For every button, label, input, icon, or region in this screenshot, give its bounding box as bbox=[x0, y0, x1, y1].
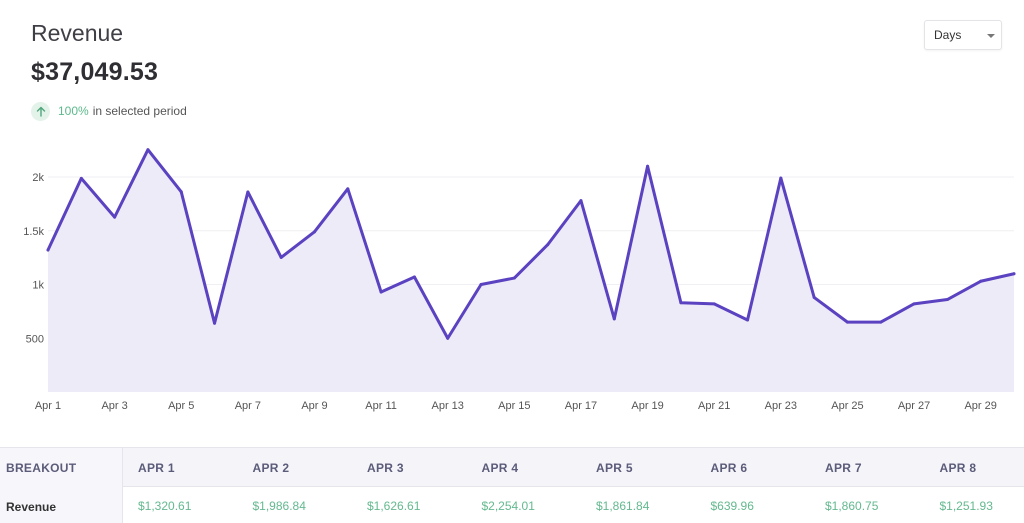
data-point bbox=[213, 321, 217, 325]
x-tick-label: Apr 23 bbox=[765, 400, 797, 412]
breakout-value: $2,254.01 bbox=[481, 499, 535, 513]
data-point bbox=[79, 176, 83, 180]
data-point bbox=[446, 336, 450, 340]
breakout-column-header: APR 5 bbox=[596, 461, 633, 475]
x-tick-label: Apr 1 bbox=[35, 400, 61, 412]
y-tick-label: 500 bbox=[26, 333, 44, 345]
breakout-value: $1,860.75 bbox=[825, 499, 879, 513]
breakout-value: $1,251.93 bbox=[939, 499, 993, 513]
breakout-column-header: APR 6 bbox=[710, 461, 748, 475]
breakout-column-header: APR 8 bbox=[939, 461, 977, 475]
data-point bbox=[46, 248, 50, 252]
data-point bbox=[845, 320, 849, 324]
data-point bbox=[812, 295, 816, 299]
data-point bbox=[246, 190, 250, 194]
x-tick-label: Apr 27 bbox=[898, 400, 930, 412]
data-point bbox=[679, 301, 683, 305]
x-tick-label: Apr 3 bbox=[101, 400, 127, 412]
data-point bbox=[179, 190, 183, 194]
data-point bbox=[512, 276, 516, 280]
data-point bbox=[113, 215, 117, 219]
x-tick-label: Apr 19 bbox=[631, 400, 663, 412]
caret-down-icon bbox=[987, 34, 995, 38]
breakout-value: $1,320.61 bbox=[138, 499, 192, 513]
data-point bbox=[546, 243, 550, 247]
change-text: in selected period bbox=[92, 104, 187, 118]
data-point bbox=[746, 318, 750, 322]
change-percent: 100% bbox=[58, 104, 89, 118]
data-point bbox=[579, 199, 583, 203]
breakout-header: BREAKOUT bbox=[6, 461, 77, 475]
x-tick-label: Apr 15 bbox=[498, 400, 530, 412]
data-point bbox=[646, 164, 650, 168]
x-tick-label: Apr 17 bbox=[565, 400, 597, 412]
breakout-column-header: APR 7 bbox=[825, 461, 862, 475]
data-point bbox=[479, 283, 483, 286]
period-change: 100% in selected period bbox=[31, 101, 187, 121]
chart-title: Revenue bbox=[31, 20, 124, 46]
x-tick-label: Apr 9 bbox=[301, 400, 327, 412]
data-point bbox=[279, 255, 283, 259]
data-point bbox=[879, 320, 883, 324]
breakout-column-header: APR 4 bbox=[481, 461, 519, 475]
data-point bbox=[979, 279, 983, 283]
data-point bbox=[712, 302, 716, 306]
arrow-up-icon bbox=[31, 101, 50, 121]
breakout-table: BREAKOUT Revenue APR 1 $1,320.61 APR 2 $1,9… bbox=[0, 447, 1024, 523]
x-tick-label: Apr 21 bbox=[698, 400, 730, 412]
series-area bbox=[48, 149, 1014, 392]
data-point bbox=[379, 290, 383, 294]
range-select-value: Days bbox=[934, 28, 962, 42]
data-point bbox=[612, 317, 616, 321]
y-tick-label: 2k bbox=[32, 172, 44, 184]
data-point bbox=[912, 302, 916, 306]
y-tick-label: 1k bbox=[32, 280, 44, 292]
breakout-value: $1,986.84 bbox=[252, 499, 306, 513]
series-line bbox=[46, 148, 1016, 340]
breakout-value: $639.96 bbox=[710, 499, 754, 513]
data-point bbox=[1012, 272, 1016, 276]
breakout-value: $1,861.84 bbox=[596, 499, 650, 513]
breakout-label-column bbox=[0, 448, 123, 523]
breakout-row-label: Revenue bbox=[6, 500, 57, 514]
data-point bbox=[146, 148, 150, 152]
x-tick-label: Apr 7 bbox=[235, 400, 261, 412]
y-tick-label: 1.5k bbox=[23, 226, 44, 238]
data-point bbox=[412, 275, 416, 279]
x-tick-label: Apr 13 bbox=[432, 400, 464, 412]
breakout-value: $1,626.61 bbox=[367, 499, 421, 513]
x-tick-label: Apr 25 bbox=[831, 400, 863, 412]
revenue-chart: 500 1k 1.5k 2k Apr 1 Apr 3 Apr 5 Apr 7 Apr 9 Apr … bbox=[23, 148, 1016, 412]
x-tick-label: Apr 5 bbox=[168, 400, 194, 412]
x-tick-label: Apr 11 bbox=[365, 400, 397, 412]
revenue-total: $37,049.53 bbox=[31, 58, 159, 86]
x-tick-label: Apr 29 bbox=[964, 400, 996, 412]
range-select[interactable]: Days bbox=[924, 20, 1002, 50]
breakout-column-header: APR 3 bbox=[367, 461, 404, 475]
data-point bbox=[945, 298, 949, 302]
data-point bbox=[312, 230, 316, 234]
breakout-column-header: APR 1 bbox=[138, 461, 175, 475]
breakout-column-header: APR 2 bbox=[252, 461, 290, 475]
data-point bbox=[346, 187, 350, 191]
data-point bbox=[779, 176, 783, 180]
breakout-header-row bbox=[0, 448, 1024, 487]
